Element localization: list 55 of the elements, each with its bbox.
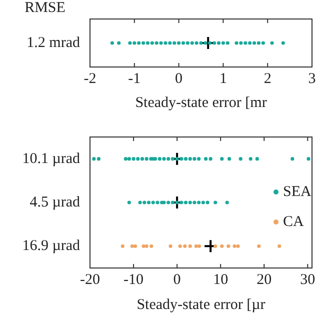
point	[256, 41, 261, 45]
point	[154, 41, 158, 45]
x-tick-label: -20	[80, 272, 100, 288]
point	[128, 41, 132, 45]
x-tick-label: 30	[300, 272, 316, 288]
point	[208, 41, 212, 45]
point	[159, 41, 163, 45]
y-tick-label: 10.1 µrad	[22, 150, 80, 167]
point	[221, 41, 225, 45]
point	[204, 41, 208, 45]
point	[234, 41, 238, 45]
x-tick-label: 0	[175, 70, 183, 87]
point	[186, 41, 190, 45]
x-tick-label: 20	[256, 272, 272, 288]
x-axis-title: Steady-state error [µr	[136, 296, 266, 313]
y-tick-label: 1.2 mrad	[26, 34, 80, 51]
point	[261, 41, 265, 45]
x-tick-label: -10	[124, 272, 144, 288]
legend-label: SEA	[283, 184, 312, 200]
x-tick-label: 2	[264, 70, 272, 87]
point	[146, 41, 150, 45]
point	[194, 41, 198, 45]
y-axis-title: RMSE	[24, 0, 66, 16]
point	[132, 41, 136, 45]
point	[141, 41, 146, 45]
point	[190, 41, 194, 45]
point	[137, 41, 141, 45]
point	[181, 41, 186, 45]
point	[199, 41, 203, 45]
point	[252, 41, 256, 45]
y-tick-label: 16.9 µrad	[22, 238, 80, 254]
point	[168, 41, 172, 45]
point	[216, 41, 221, 45]
point	[164, 41, 168, 45]
x-tick-label: 3	[308, 70, 316, 87]
point	[244, 41, 248, 45]
x-axis-title: Steady-state error [mr	[135, 94, 267, 111]
point	[177, 41, 181, 45]
point	[150, 41, 154, 45]
point	[270, 41, 274, 45]
x-tick-label: 0	[173, 272, 181, 288]
x-tick-label: -2	[84, 70, 96, 87]
point	[117, 41, 121, 45]
point	[226, 41, 230, 45]
legend-label: CA	[283, 214, 304, 230]
point	[110, 41, 114, 45]
x-tick-label: 1	[219, 70, 227, 87]
point	[239, 41, 243, 45]
x-tick-label: -1	[128, 70, 141, 87]
x-tick-label: 10	[213, 272, 228, 288]
y-tick-label: 4.5 µrad	[30, 194, 80, 210]
point	[248, 41, 252, 45]
point	[212, 41, 216, 45]
point	[172, 41, 176, 45]
point	[281, 41, 285, 45]
